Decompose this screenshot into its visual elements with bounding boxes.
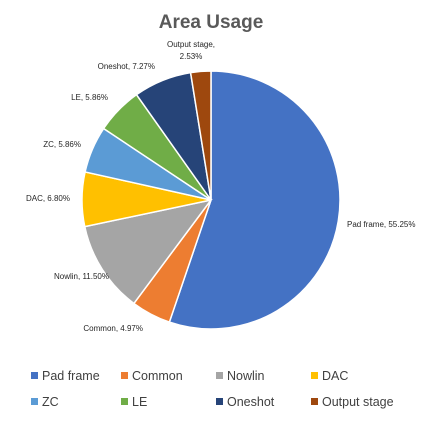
data-label-dac: DAC, 6.80% (26, 194, 70, 203)
legend: Pad frame Common Nowlin DAC ZC LE Oneshot Outpu… (31, 369, 394, 409)
legend-swatch-le (121, 398, 128, 405)
legend-label-dac: DAC (322, 369, 348, 383)
data-label-zc: ZC, 5.86% (43, 140, 81, 149)
legend-label-le: LE (132, 395, 147, 409)
legend-label-common: Common (132, 369, 183, 383)
legend-swatch-output-stage (311, 398, 318, 405)
data-label-output-stage: Output stage, 2.53% (167, 40, 215, 61)
pie-slice-pad-frame (168, 70, 341, 330)
data-label-oneshot: Oneshot, 7.27% (98, 62, 155, 71)
pie-slices (81, 70, 341, 330)
legend-swatch-dac (311, 372, 318, 379)
data-label-nowlin: Nowlin, 11.50% (54, 272, 109, 281)
legend-swatch-common (121, 372, 128, 379)
legend-label-output-stage: Output stage (322, 395, 394, 409)
data-label-common: Common, 4.97% (83, 324, 143, 333)
data-label-pad-frame: Pad frame, 55.25% (347, 220, 415, 229)
legend-swatch-oneshot (216, 398, 223, 405)
legend-swatch-zc (31, 398, 38, 405)
legend-swatch-nowlin (216, 372, 223, 379)
chart-title: Area Usage (159, 12, 264, 33)
data-label-le: LE, 5.86% (71, 93, 108, 102)
legend-label-nowlin: Nowlin (227, 369, 265, 383)
pie-slice-nowlin (83, 198, 213, 305)
legend-label-oneshot: Oneshot (227, 395, 275, 409)
pie-slice-output-stage (189, 70, 212, 201)
legend-swatch-pad-frame (31, 372, 38, 379)
slice-labels: Pad frame, 55.25% Common, 4.97% Nowlin, 11… (26, 40, 416, 333)
legend-label-pad-frame: Pad frame (42, 369, 100, 383)
legend-label-zc: ZC (42, 395, 59, 409)
